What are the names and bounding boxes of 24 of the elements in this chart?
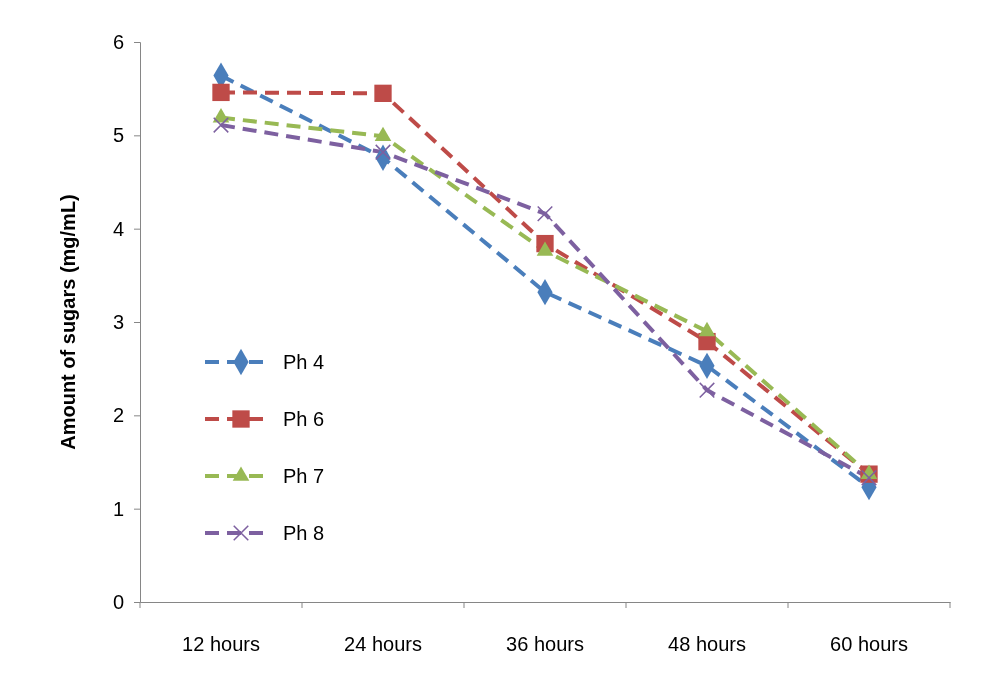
point: [374, 84, 392, 102]
point: [212, 83, 230, 102]
y-tick-label: 2: [112, 404, 124, 427]
x-tick-label: 48 hours: [668, 633, 746, 655]
point: [860, 469, 878, 486]
point: [374, 144, 392, 161]
y-tick-label: 5: [112, 124, 124, 147]
legend-label: Ph 7: [283, 465, 325, 487]
y-tick-label: 1: [112, 497, 124, 520]
y-tick-label: 0: [112, 590, 124, 613]
point: [536, 205, 554, 222]
x-tick-label: 24 hours: [344, 633, 422, 655]
x-tick-label: 60 hours: [830, 633, 908, 655]
legend-label: Ph 8: [283, 522, 325, 544]
legend-label: Ph 6: [283, 408, 325, 430]
legend-label: Ph 4: [283, 351, 325, 373]
y-axis-title: Amount of sugars (mg/mL): [57, 194, 79, 450]
x-tick-label: 12 hours: [182, 633, 260, 655]
point: [698, 382, 716, 399]
y-tick-label: 4: [112, 217, 124, 240]
x-tick-label: 36 hours: [506, 633, 584, 655]
point: [212, 117, 230, 134]
y-tick-label: 6: [112, 30, 124, 53]
y-tick-label: 3: [112, 310, 124, 333]
